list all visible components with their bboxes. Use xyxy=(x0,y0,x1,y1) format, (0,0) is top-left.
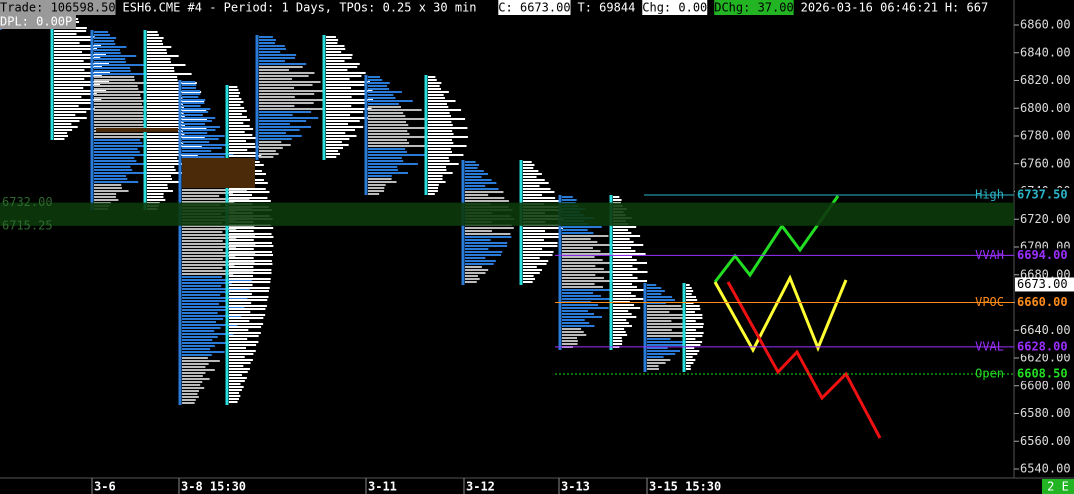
tick-label: 6780.00 xyxy=(1020,129,1071,143)
tick-label: 6540.00 xyxy=(1020,462,1071,476)
tick-label: 6600.00 xyxy=(1020,378,1071,392)
level-name: VPOC xyxy=(975,295,1004,309)
level-label-bg xyxy=(1015,187,1074,202)
level-name: VVAL xyxy=(975,339,1004,353)
tick-label: 6820.00 xyxy=(1020,73,1071,87)
arrow-yellow xyxy=(713,274,848,354)
last-price: 6673.00 xyxy=(1017,277,1068,291)
tick-label: 6840.00 xyxy=(1020,45,1071,59)
date-label: 3-13 xyxy=(561,480,590,494)
header-field-bg xyxy=(498,0,571,15)
date-label: 3-6 xyxy=(94,480,116,494)
header-dpl: DPL: 0.00P xyxy=(0,15,72,29)
header: Trade: 106598.50 ESH6.CME #4 - Period: 1 … xyxy=(0,0,988,29)
header-field: Trade: 106598.50 xyxy=(0,1,116,15)
zone-bottom-label: 6715.25 xyxy=(2,218,53,232)
header-field: ESH6.CME #4 - Period: 1 Days, TPOs: 0.25… xyxy=(123,1,477,15)
header-field: C: 6673.00 xyxy=(498,1,570,15)
header-field: T: 69844 xyxy=(578,1,636,15)
level-label: 6694.00 xyxy=(1017,248,1068,262)
header-field: Chg: 0.00 xyxy=(642,1,707,15)
arrow-green xyxy=(713,195,840,283)
level-label: 6737.50 xyxy=(1017,187,1068,201)
level-label: 6660.00 xyxy=(1017,295,1068,309)
last-price-bg xyxy=(1015,277,1074,292)
arrow-red xyxy=(726,281,882,439)
level-label: 6628.00 xyxy=(1017,339,1068,353)
range-box xyxy=(182,158,255,188)
tick-label: 6720.00 xyxy=(1020,212,1071,226)
status: 2 E xyxy=(1047,480,1069,494)
header-dpl-bg xyxy=(0,15,76,29)
tick-label: 6860.00 xyxy=(1020,18,1071,32)
tick-label: 6560.00 xyxy=(1020,434,1071,448)
level-label-bg xyxy=(1015,295,1074,310)
level-name: VVAH xyxy=(975,248,1004,262)
tick-label: 6620.00 xyxy=(1020,351,1071,365)
tick-label: 6760.00 xyxy=(1020,156,1071,170)
level-label-bg xyxy=(1015,248,1074,263)
header-field: 2026-03-16 06:46:21 xyxy=(801,1,938,15)
date-label: 3-8 15:30 xyxy=(181,480,246,494)
tick-label: 6640.00 xyxy=(1020,323,1071,337)
date-label: 3-11 xyxy=(368,480,397,494)
green-zone xyxy=(0,202,1014,226)
level-label-bg xyxy=(1015,339,1074,354)
header-field-bg xyxy=(0,0,116,15)
date-label: 3-12 xyxy=(466,480,495,494)
level-name: Open xyxy=(975,366,1004,380)
level-label-bg xyxy=(1015,366,1074,381)
tick-label: 6580.00 xyxy=(1020,406,1071,420)
level-label: 6608.50 xyxy=(1017,366,1068,380)
zone-top-label: 6732.00 xyxy=(2,195,53,209)
header-field-bg xyxy=(642,0,708,15)
profiles xyxy=(0,0,704,405)
header-field-bg xyxy=(714,0,794,15)
header-field: H: 667 xyxy=(945,1,988,15)
tick-label: 6800.00 xyxy=(1020,101,1071,115)
status-bg xyxy=(1042,479,1074,494)
header-field: DChg: 37.00 xyxy=(714,1,793,15)
level-name: High xyxy=(975,187,1004,201)
date-label: 3-15 15:30 xyxy=(649,480,721,494)
scenario-arrows xyxy=(713,195,882,439)
